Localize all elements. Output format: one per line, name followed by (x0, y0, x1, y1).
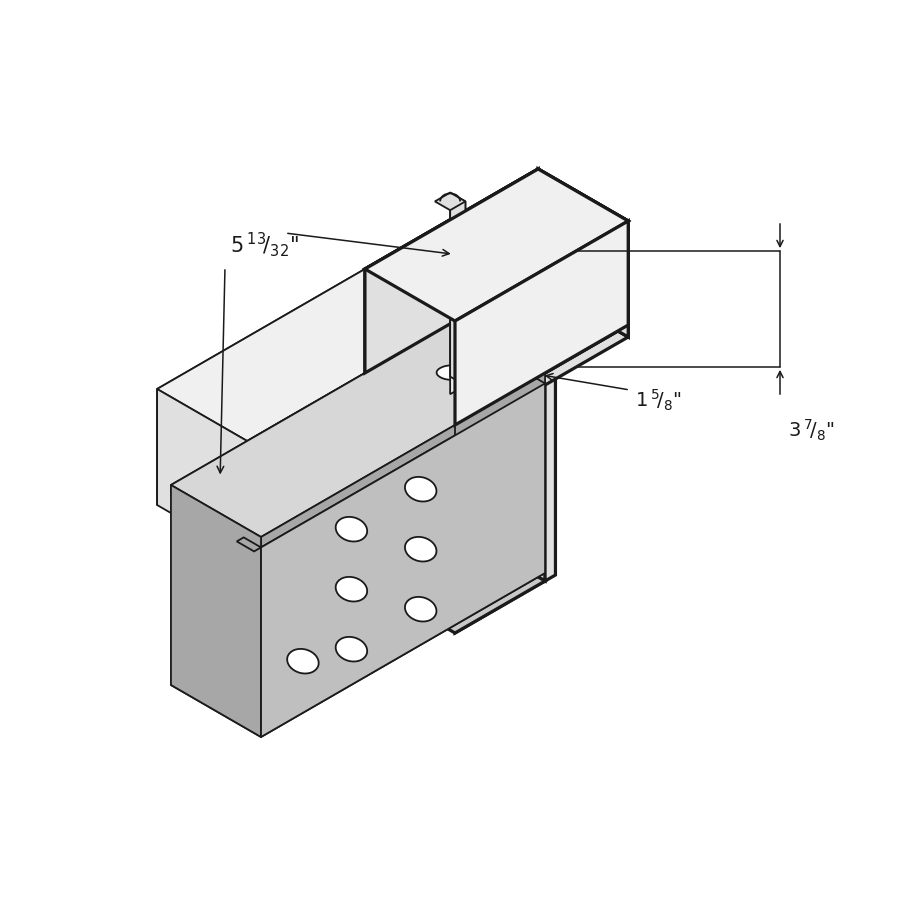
Polygon shape (364, 169, 538, 373)
Polygon shape (435, 193, 465, 211)
Polygon shape (455, 325, 628, 437)
Polygon shape (364, 169, 538, 373)
Polygon shape (364, 169, 628, 321)
Polygon shape (171, 321, 455, 495)
Polygon shape (364, 529, 545, 633)
Polygon shape (538, 169, 628, 337)
Polygon shape (237, 537, 261, 552)
Text: $1\,^{5}\!/_{8}$": $1\,^{5}\!/_{8}$" (635, 387, 682, 412)
Ellipse shape (336, 637, 367, 662)
Ellipse shape (405, 597, 436, 622)
Ellipse shape (405, 537, 436, 562)
Polygon shape (455, 331, 545, 573)
Polygon shape (158, 373, 364, 505)
Polygon shape (158, 269, 455, 441)
Polygon shape (261, 373, 545, 547)
Polygon shape (538, 169, 628, 337)
Ellipse shape (436, 364, 473, 381)
Polygon shape (171, 521, 545, 737)
Ellipse shape (336, 577, 367, 601)
Polygon shape (158, 269, 364, 493)
Text: $3\,^{7}\!/_{8}$": $3\,^{7}\!/_{8}$" (788, 418, 835, 443)
Polygon shape (455, 221, 628, 425)
Polygon shape (450, 193, 465, 385)
Polygon shape (455, 221, 628, 425)
Text: $5\,^{13}\!/_{32}$": $5\,^{13}\!/_{32}$" (230, 230, 299, 259)
Polygon shape (364, 169, 628, 321)
Polygon shape (248, 425, 455, 557)
Ellipse shape (405, 477, 436, 501)
Polygon shape (445, 315, 455, 529)
Polygon shape (261, 383, 545, 737)
Polygon shape (364, 273, 538, 385)
Polygon shape (545, 367, 555, 581)
Polygon shape (455, 373, 545, 633)
Polygon shape (158, 389, 248, 557)
Polygon shape (171, 321, 545, 537)
Ellipse shape (336, 517, 367, 542)
Polygon shape (450, 202, 465, 394)
Polygon shape (455, 321, 545, 581)
Polygon shape (171, 485, 261, 737)
Ellipse shape (287, 649, 319, 673)
Polygon shape (248, 321, 455, 545)
